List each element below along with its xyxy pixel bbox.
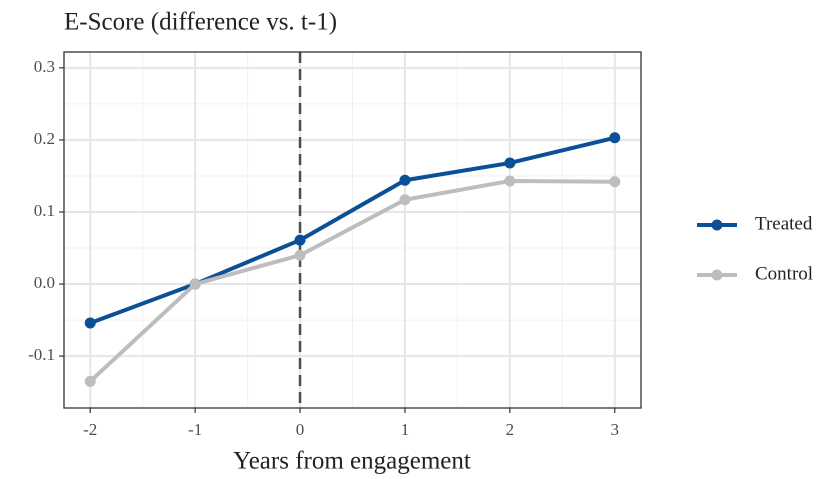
- data-point: [84, 317, 96, 329]
- series-line: [88, 178, 615, 383]
- y-tick-label: 0.0: [34, 273, 55, 292]
- x-axis-label: Years from engagement: [233, 448, 471, 475]
- data-point: [609, 176, 621, 188]
- y-tick-label: 0.1: [34, 201, 55, 220]
- data-point: [189, 278, 201, 290]
- plot-border: [63, 51, 642, 409]
- x-tick-label: -1: [188, 420, 202, 439]
- legend-marker: [711, 269, 723, 281]
- data-point: [84, 375, 96, 387]
- data-point: [294, 249, 306, 261]
- y-tick-label: 0.3: [34, 57, 55, 76]
- legend-label: Treated: [755, 213, 813, 234]
- series-line: [89, 135, 616, 325]
- chart-title: E-Score (difference vs. t-1): [64, 9, 337, 36]
- data-point: [609, 132, 621, 144]
- data-point: [504, 175, 516, 187]
- legend-label: Control: [755, 263, 813, 284]
- data-point: [399, 174, 411, 186]
- legend-marker: [711, 219, 723, 231]
- x-tick-label: -2: [83, 420, 97, 439]
- y-tick-label: 0.2: [34, 129, 55, 148]
- x-tick-label: 1: [401, 420, 410, 439]
- x-tick-label: 2: [506, 420, 515, 439]
- data-point: [504, 157, 516, 169]
- x-tick-label: 0: [296, 420, 305, 439]
- data-point: [399, 194, 411, 206]
- x-tick-label: 3: [611, 420, 620, 439]
- y-tick-label: -0.1: [28, 345, 55, 364]
- data-point: [294, 234, 306, 246]
